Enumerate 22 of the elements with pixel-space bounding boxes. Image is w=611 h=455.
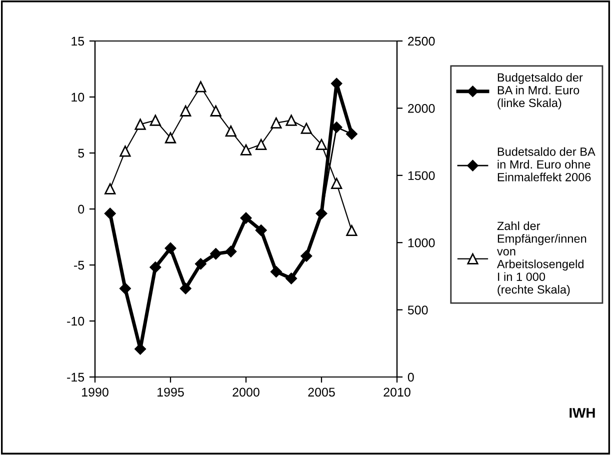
x-tick-label: 2005 bbox=[308, 388, 335, 397]
legend-label: Budgetsaldo der BA in Mrd. Euro (linke Skala) bbox=[498, 72, 583, 110]
legend-label: Zahl der Empfänger/innen von Arbeitslosengeld I in 1 000 (rechte Skala) bbox=[496, 221, 586, 296]
y2-tick-label: 0 bbox=[408, 372, 414, 382]
y2-tick-label: 2000 bbox=[408, 104, 435, 113]
y-tick-label: -15 bbox=[67, 372, 84, 382]
text: IWH bbox=[570, 408, 595, 418]
y-tick-label: 10 bbox=[72, 92, 84, 102]
y-tick-label: -5 bbox=[74, 260, 84, 270]
y2-tick-label: 500 bbox=[408, 306, 428, 314]
x-tick-label: 2010 bbox=[384, 388, 410, 397]
x-tick-label: 2000 bbox=[232, 388, 260, 397]
x-tick-label: 1990 bbox=[82, 388, 108, 397]
x-tick-label: 1995 bbox=[158, 388, 184, 397]
y-tick-label: 15 bbox=[72, 36, 84, 46]
y2-tick-label: 2500 bbox=[408, 36, 435, 46]
legend-label: Budetsaldo der BA in Mrd. Euro ohne Einmaleffekt 2006 bbox=[498, 147, 596, 182]
y-tick-label: 0 bbox=[78, 204, 84, 214]
y2-tick-label: 1000 bbox=[408, 238, 435, 248]
y-tick-label: -10 bbox=[67, 316, 84, 326]
y-tick-label: 5 bbox=[78, 148, 84, 158]
y2-tick-label: 1500 bbox=[408, 171, 435, 180]
